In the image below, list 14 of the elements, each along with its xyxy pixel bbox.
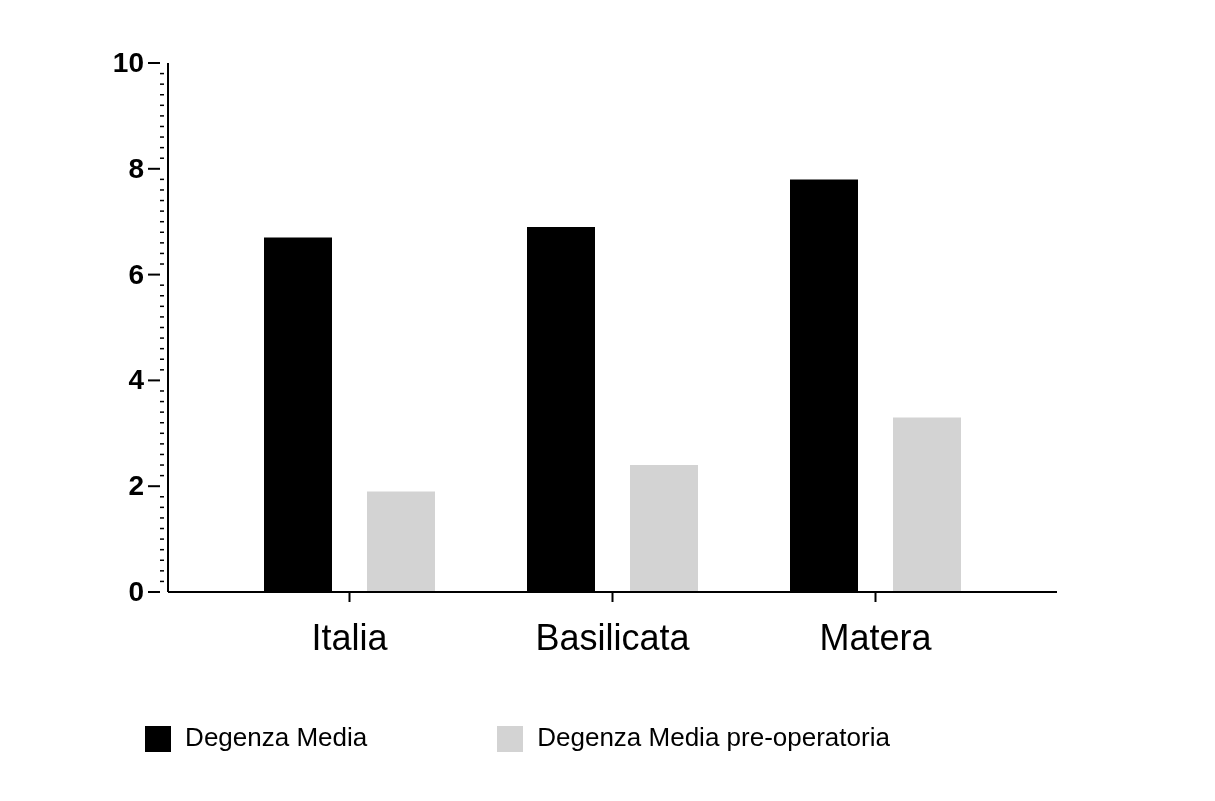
bar: [367, 491, 435, 592]
y-tick-label: 10: [112, 47, 144, 78]
bar: [893, 417, 961, 592]
y-tick-label: 8: [128, 152, 144, 184]
x-tick-label: Italia: [311, 616, 389, 658]
y-tick-label: 2: [128, 470, 144, 502]
bar: [630, 465, 698, 592]
y-tick-label: 6: [128, 258, 144, 290]
y-tick-label: 0: [128, 576, 144, 607]
y-tick-label: 4: [128, 364, 145, 396]
legend-label: Degenza Media pre-operatoria: [537, 722, 890, 752]
legend-label: Degenza Media: [185, 722, 368, 752]
x-tick-label: Matera: [819, 616, 933, 658]
x-tick-label: Basilicata: [535, 616, 691, 658]
